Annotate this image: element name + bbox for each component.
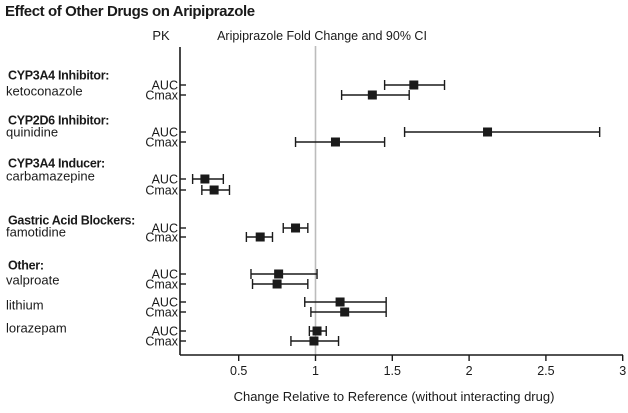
pk-label: AUC <box>152 268 178 282</box>
category-label: Other: <box>8 259 44 273</box>
pk-label: AUC <box>152 222 178 236</box>
drug-label: carbamazepine <box>6 169 95 184</box>
drug-label: ketoconazole <box>6 84 83 99</box>
forest-row: Cmax <box>145 335 340 349</box>
pk-label: AUC <box>152 173 178 187</box>
point-estimate-marker <box>200 174 210 184</box>
point-estimate-marker <box>335 297 345 307</box>
drug-label: quinidine <box>6 125 58 140</box>
x-tick-label: 1.5 <box>384 364 401 378</box>
drug-label: valproate <box>6 273 59 288</box>
pk-column-header: PK <box>152 28 170 43</box>
point-estimate-marker <box>309 336 319 346</box>
pk-label: Cmax <box>145 278 178 292</box>
point-estimate-marker <box>367 90 377 100</box>
pk-label: AUC <box>152 296 178 310</box>
x-tick-label: 0.5 <box>230 364 247 378</box>
forest-row: Cmax <box>145 89 410 103</box>
point-estimate-marker <box>409 80 419 90</box>
pk-label: Cmax <box>145 184 178 198</box>
pk-label: Cmax <box>145 89 178 103</box>
forest-row: Cmax <box>145 184 231 198</box>
pk-label: Cmax <box>145 136 178 150</box>
x-tick-label: 3 <box>619 364 626 378</box>
point-estimate-marker <box>340 307 350 317</box>
drug-label: lithium <box>6 298 44 313</box>
point-estimate-marker <box>312 326 322 336</box>
category-label: CYP3A4 Inhibitor: <box>8 69 109 83</box>
pk-label: AUC <box>152 79 178 93</box>
point-estimate-marker <box>330 137 340 147</box>
x-tick-label: 2.5 <box>537 364 554 378</box>
drug-label: lorazepam <box>6 321 67 336</box>
pk-label: Cmax <box>145 335 178 349</box>
forest-row: AUC <box>152 325 327 339</box>
plot-header: Aripiprazole Fold Change and 90% CI <box>217 29 427 43</box>
forest-row: Cmax <box>145 136 386 150</box>
x-axis-label: Change Relative to Reference (without in… <box>233 389 555 404</box>
point-estimate-marker <box>255 232 265 242</box>
pk-label: Cmax <box>145 231 178 245</box>
drug-label: famotidine <box>6 225 66 240</box>
x-tick-label: 2 <box>466 364 473 378</box>
forest-row: AUC <box>152 126 601 140</box>
category-label: CYP3A4 Inducer: <box>8 157 105 171</box>
forest-row: AUC <box>152 173 225 187</box>
point-estimate-marker <box>272 279 282 289</box>
chart-title: Effect of Other Drugs on Aripiprazole <box>5 3 255 20</box>
point-estimate-marker <box>209 185 219 195</box>
forest-row: Cmax <box>145 278 309 292</box>
pk-label: AUC <box>152 325 178 339</box>
category-label: CYP2D6 Inhibitor: <box>8 114 109 128</box>
forest-row: Cmax <box>145 231 274 245</box>
forest-row: AUC <box>152 222 309 236</box>
forest-row: AUC <box>152 79 446 93</box>
pk-label: AUC <box>152 126 178 140</box>
pk-label: Cmax <box>145 306 178 320</box>
point-estimate-marker <box>274 269 284 279</box>
forest-row: AUC <box>152 268 318 282</box>
category-label: Gastric Acid Blockers: <box>8 214 135 228</box>
forest-row: AUC <box>152 296 387 310</box>
forest-row: Cmax <box>145 306 387 320</box>
x-tick-label: 1 <box>312 364 319 378</box>
point-estimate-marker <box>483 127 493 137</box>
point-estimate-marker <box>291 223 301 233</box>
